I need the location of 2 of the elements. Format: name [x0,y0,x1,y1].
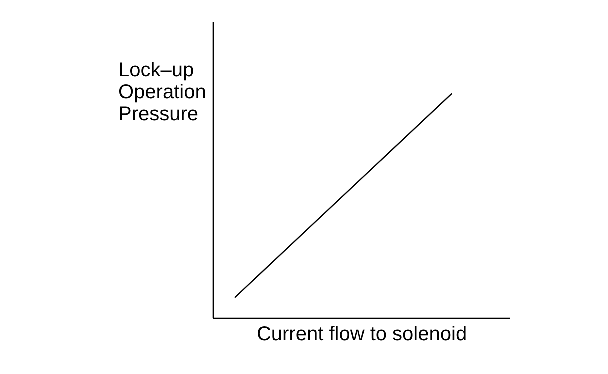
y-axis-title: Lock–up Operation Pressure [118,60,206,126]
x-axis-title: Current flow to solenoid [256,324,468,346]
